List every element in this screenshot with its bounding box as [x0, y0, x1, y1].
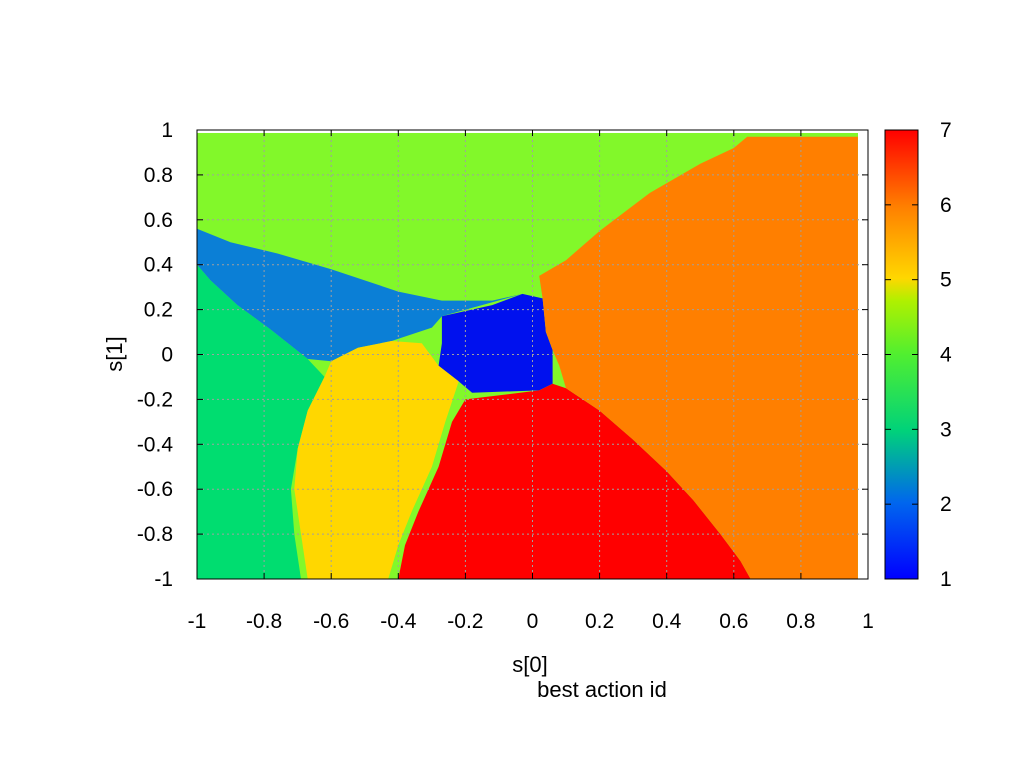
colorbar-ticks: 1 2 3 4 5 6 7 [885, 119, 952, 591]
chart-caption: best action id [537, 677, 667, 702]
colorbar-tick-label: 7 [940, 119, 952, 142]
region-action-2 [197, 228, 523, 362]
colorbar-tick-label: 1 [940, 568, 952, 591]
x-tick-label: -0.6 [313, 610, 349, 633]
x-tick-label: 0 [527, 610, 539, 633]
grid-lines [197, 130, 868, 579]
y-tick-label: -0.6 [137, 478, 173, 501]
colorbar-tick-label: 6 [940, 194, 952, 217]
x-axis-title: s[0] [512, 652, 547, 677]
x-tick-label: 0.8 [786, 610, 815, 633]
x-tick-label: -0.8 [246, 610, 282, 633]
region-action-3 [197, 264, 325, 579]
y-tick-label: 0.8 [144, 164, 173, 187]
x-tick-label: 1 [862, 610, 874, 633]
y-tick-label: -0.2 [137, 388, 173, 411]
y-tick-label: 1 [161, 119, 173, 142]
colorbar-tick-label: 3 [940, 418, 952, 441]
x-axis-ticks: -1 -0.8 -0.6 -0.4 -0.2 0 0.2 0.4 0.6 0.8 1 [188, 130, 874, 633]
region-action-1 [438, 293, 553, 393]
y-tick-label: 0 [161, 344, 173, 367]
colorbar-tick-label: 5 [940, 269, 952, 292]
x-tick-label: -0.2 [447, 610, 483, 633]
heatmap-regions [197, 136, 858, 579]
region-action-6 [539, 136, 858, 579]
y-tick-label: -1 [154, 568, 173, 591]
x-tick-label: -1 [188, 610, 207, 633]
x-tick-label: 0.6 [719, 610, 748, 633]
y-tick-label: -0.8 [137, 523, 173, 546]
y-axis-title: s[1] [102, 336, 127, 371]
colorbar-tick-label: 2 [940, 493, 952, 516]
y-tick-label: 0.4 [144, 254, 174, 277]
y-tick-label: 0.2 [144, 299, 173, 322]
y-axis-ticks: -1 -0.8 -0.6 -0.4 -0.2 0 0.2 0.4 0.6 0.8 1 [137, 119, 868, 591]
x-tick-label: 0.2 [585, 610, 614, 633]
colorbar-tick-label: 4 [940, 344, 952, 367]
region-action-7 [398, 383, 751, 579]
region-action-5 [294, 341, 459, 579]
y-tick-label: -0.4 [137, 433, 174, 456]
y-tick-label: 0.6 [144, 209, 173, 232]
x-tick-label: -0.4 [380, 610, 417, 633]
x-tick-label: 0.4 [652, 610, 682, 633]
